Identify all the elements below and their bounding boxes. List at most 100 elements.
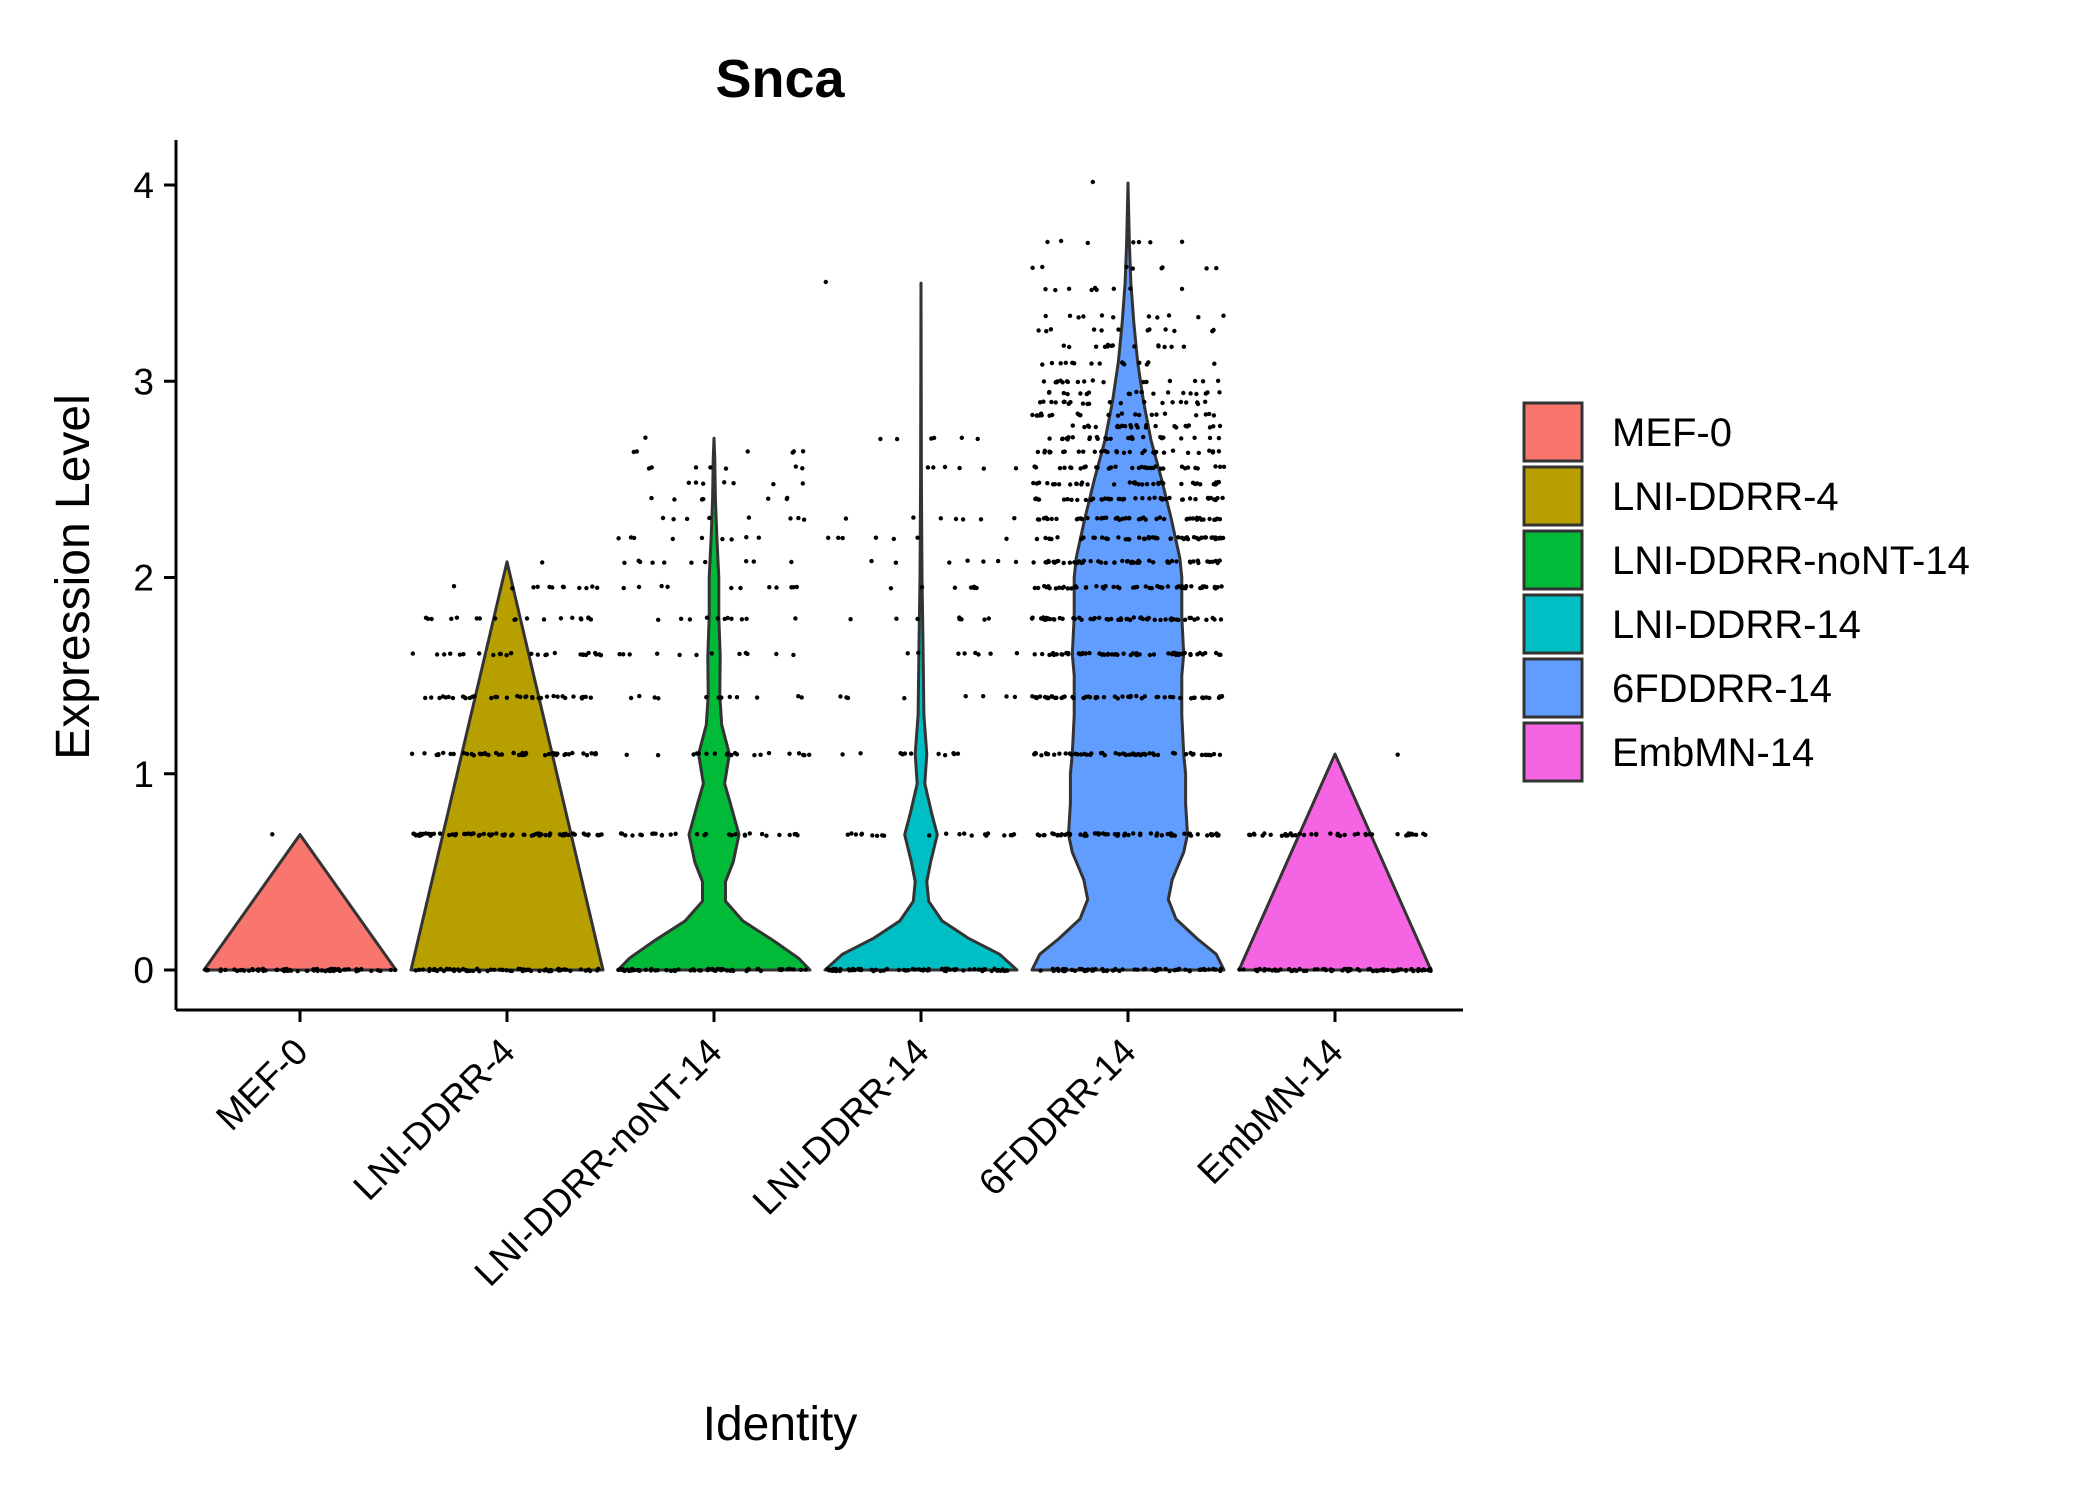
data-point	[1251, 831, 1257, 836]
data-point	[869, 967, 874, 972]
data-point	[1083, 497, 1089, 503]
data-point	[1187, 496, 1193, 501]
data-point	[1054, 966, 1060, 972]
data-point	[1067, 832, 1073, 838]
data-point	[593, 752, 598, 757]
data-point	[1118, 617, 1124, 622]
data-point	[1184, 584, 1189, 589]
data-point	[1205, 833, 1210, 838]
data-point	[959, 435, 964, 440]
data-point	[1066, 286, 1072, 291]
data-point	[1124, 264, 1129, 270]
data-point	[1120, 516, 1125, 522]
data-point	[528, 968, 534, 974]
data-point	[756, 535, 761, 540]
data-point	[837, 968, 843, 974]
data-point	[1151, 465, 1156, 471]
data-point	[1154, 516, 1159, 522]
data-point	[518, 966, 523, 972]
data-point	[546, 751, 552, 757]
data-point	[440, 694, 446, 699]
data-point	[727, 968, 733, 973]
data-point	[1035, 832, 1041, 837]
data-point	[1065, 586, 1071, 591]
data-point	[1109, 343, 1114, 348]
data-point	[1062, 465, 1067, 470]
data-point	[1262, 967, 1268, 972]
legend-label: 6FDDRR-14	[1612, 667, 1832, 711]
data-point	[1178, 399, 1184, 405]
data-point	[1049, 360, 1055, 366]
data-point	[1153, 423, 1158, 429]
data-point	[342, 967, 347, 972]
data-point	[1204, 266, 1209, 271]
data-point	[1113, 516, 1119, 521]
data-point	[1185, 450, 1191, 455]
data-point	[707, 515, 712, 521]
data-point	[807, 752, 812, 757]
data-point	[1156, 343, 1161, 348]
data-point	[1155, 752, 1161, 758]
data-point	[1058, 238, 1064, 244]
data-point	[1136, 517, 1142, 522]
data-point	[1146, 536, 1152, 541]
data-point	[1212, 361, 1217, 366]
data-point	[412, 831, 417, 837]
data-point	[739, 617, 745, 622]
data-point	[1032, 652, 1037, 657]
data-point	[1155, 315, 1160, 320]
data-point	[1043, 313, 1048, 319]
data-point	[627, 652, 632, 657]
data-point	[504, 968, 509, 973]
data-point	[869, 558, 874, 564]
data-point	[1053, 695, 1058, 701]
data-point	[1116, 496, 1121, 502]
data-point	[1138, 615, 1143, 621]
data-point	[489, 695, 494, 701]
data-point	[1115, 584, 1120, 590]
violin-6FDDRR-14	[1030, 181, 1226, 972]
y-tick-label: 4	[133, 165, 154, 206]
data-point	[446, 694, 451, 700]
data-point	[911, 515, 916, 520]
data-point	[660, 515, 666, 521]
data-point	[859, 831, 865, 836]
data-point	[1127, 515, 1132, 521]
data-point	[1237, 967, 1242, 972]
data-point	[1122, 833, 1127, 838]
data-point	[1194, 413, 1199, 418]
data-point	[678, 616, 684, 621]
data-point	[1183, 967, 1188, 972]
data-point	[1410, 832, 1416, 837]
data-point	[1090, 179, 1096, 185]
data-point	[562, 752, 567, 758]
data-point	[1196, 537, 1201, 542]
data-point	[1141, 434, 1146, 440]
data-point	[1167, 495, 1172, 501]
data-point	[791, 585, 796, 590]
data-point	[1152, 752, 1157, 758]
data-point	[581, 694, 586, 700]
data-point	[1036, 497, 1042, 502]
data-point	[1193, 465, 1198, 471]
data-point	[1093, 344, 1099, 349]
data-point	[1133, 412, 1138, 417]
data-point	[1119, 423, 1125, 428]
data-point	[1330, 967, 1335, 973]
data-point	[800, 466, 805, 471]
data-point	[444, 966, 449, 972]
points-LNI-DDRR-noNT-14	[616, 435, 812, 974]
data-point	[1185, 537, 1191, 542]
data-point	[777, 832, 782, 838]
data-point	[734, 752, 740, 757]
data-point	[1217, 390, 1222, 395]
data-point	[1182, 536, 1187, 541]
data-point	[539, 832, 544, 837]
data-point	[311, 967, 316, 972]
data-point	[653, 968, 658, 973]
data-point	[581, 751, 586, 756]
data-point	[1132, 344, 1137, 349]
data-point	[1180, 497, 1185, 502]
data-point	[1203, 391, 1209, 396]
data-point	[1041, 399, 1046, 404]
